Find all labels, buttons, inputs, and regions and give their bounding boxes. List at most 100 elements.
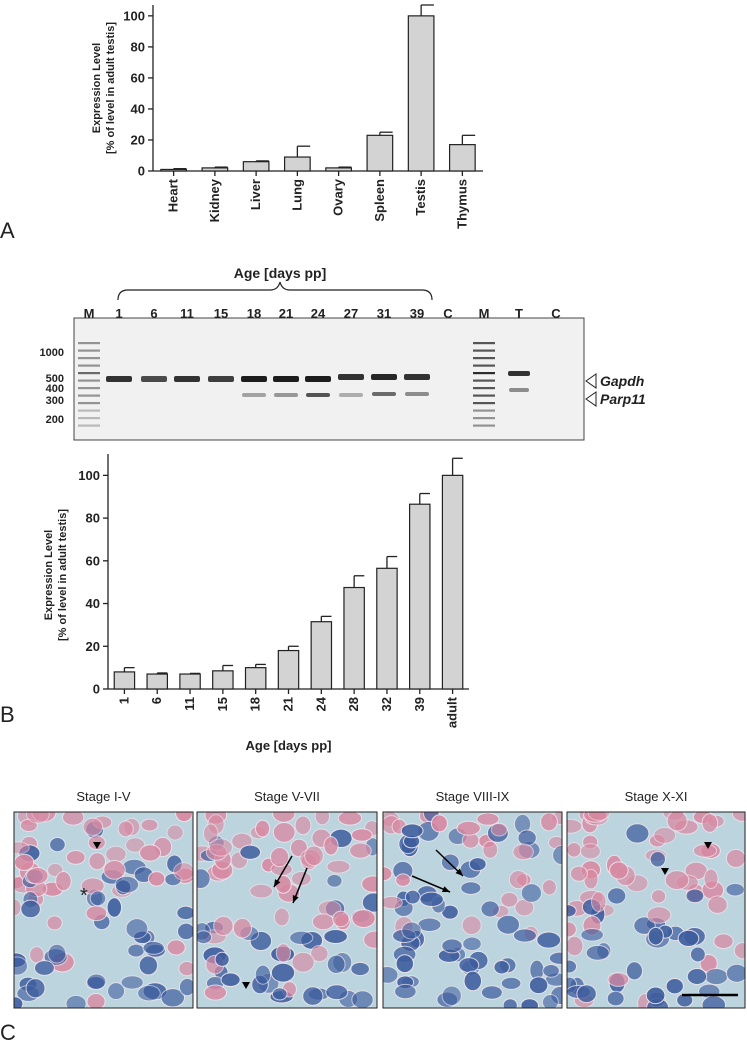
cell	[567, 921, 577, 938]
cell	[14, 841, 30, 855]
cell	[291, 870, 312, 887]
arrow-head	[292, 895, 299, 903]
cell	[85, 905, 108, 922]
ladder-band	[473, 424, 495, 427]
lane-label: 24	[311, 306, 326, 321]
arrow-head	[442, 886, 450, 893]
bar	[343, 586, 365, 690]
cell	[482, 840, 499, 859]
cell	[647, 926, 664, 946]
cell	[395, 954, 415, 974]
ladder-band	[473, 387, 495, 390]
cell	[567, 935, 584, 957]
cell	[214, 951, 230, 967]
cell	[606, 990, 625, 1007]
cell	[707, 895, 728, 915]
ladder-band	[473, 372, 495, 375]
band-marker	[585, 391, 597, 407]
cell	[580, 927, 604, 942]
cell	[274, 875, 292, 894]
cell	[275, 943, 291, 963]
gel-band	[241, 376, 267, 382]
cell	[567, 959, 578, 974]
x-tick-label: Ovary	[331, 178, 346, 216]
bar	[325, 167, 353, 172]
ladder-band	[78, 379, 100, 382]
ladder-band	[473, 357, 495, 360]
stage-title: Stage V-VII	[254, 789, 320, 804]
cell	[401, 921, 422, 940]
arrow-head	[274, 879, 281, 887]
cell	[310, 944, 329, 963]
cell	[419, 891, 444, 908]
cell	[332, 910, 350, 928]
cell	[731, 812, 745, 822]
cell	[404, 889, 421, 905]
micrograph-frame	[13, 811, 194, 1009]
x-tick-label: 18	[248, 697, 263, 711]
size-marker: 300	[46, 395, 64, 407]
cell	[361, 892, 377, 913]
cell	[55, 870, 72, 892]
cell	[520, 883, 543, 903]
panel-letter: B	[0, 702, 15, 727]
cell	[625, 961, 644, 981]
cell	[363, 930, 377, 949]
gel-band	[208, 376, 234, 382]
cell	[291, 951, 315, 973]
bar	[242, 161, 270, 172]
lane-label: T	[515, 306, 523, 321]
cell	[166, 824, 184, 841]
cell	[541, 993, 559, 1008]
cell	[677, 929, 700, 948]
band-marker	[585, 373, 597, 389]
cell	[361, 875, 377, 893]
ladder-band	[78, 364, 100, 367]
cell	[579, 843, 601, 860]
cell	[701, 995, 727, 1008]
cell	[666, 812, 688, 832]
y-tick-label: 80	[131, 39, 145, 54]
cell	[106, 897, 123, 918]
cell	[137, 984, 161, 1002]
cell	[289, 930, 314, 945]
cell	[567, 904, 577, 918]
cell	[606, 887, 627, 905]
cell	[272, 822, 296, 843]
brace	[117, 281, 433, 301]
size-marker: 500	[46, 373, 64, 385]
cell	[337, 812, 363, 826]
y-axis-label: Expression Level	[43, 530, 55, 621]
lane-label: 1	[115, 306, 122, 321]
lane-label: M	[84, 306, 95, 321]
cell	[138, 955, 159, 976]
lane-label: 11	[180, 306, 194, 321]
cell	[517, 829, 537, 847]
bar	[283, 156, 311, 172]
bar	[244, 667, 267, 690]
cell	[383, 966, 399, 984]
ladder-band	[473, 379, 495, 382]
cell	[567, 818, 583, 834]
cell	[496, 914, 521, 935]
ladder-band	[473, 409, 495, 412]
lane-label: 39	[410, 306, 424, 321]
cell	[323, 929, 348, 944]
cell	[114, 875, 140, 894]
cell	[587, 812, 611, 821]
arrowhead-marker	[242, 982, 250, 989]
x-tick-label: Lung	[289, 179, 304, 211]
bar	[376, 567, 398, 690]
cell	[500, 891, 519, 908]
ladder-band	[78, 417, 100, 420]
cell	[520, 998, 539, 1008]
cell	[548, 951, 562, 965]
gel-band	[106, 376, 132, 382]
cell	[105, 845, 127, 863]
cell	[120, 975, 144, 990]
y-axis-label: [% of level in adult testis]	[57, 509, 69, 641]
cell	[500, 976, 522, 990]
cell	[441, 985, 462, 1006]
bar	[179, 673, 201, 690]
